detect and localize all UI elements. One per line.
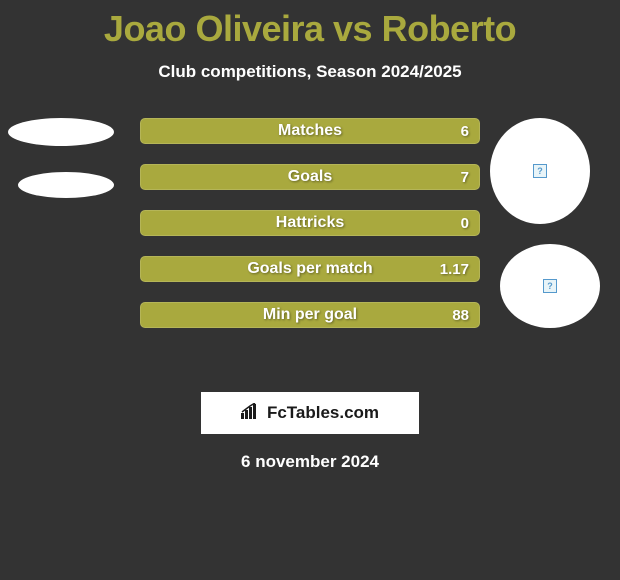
chart-icon [241,403,263,424]
left-player-avatars [8,118,114,198]
stat-label: Matches [278,122,342,140]
stat-bar-hattricks: Hattricks 0 [140,210,480,236]
page-title: Joao Oliveira vs Roberto [0,0,620,50]
avatar-left-1 [8,118,114,146]
avatar-right-2 [500,244,600,328]
stat-label: Goals per match [247,260,372,278]
stats-bars-container: Matches 6 Goals 7 Hattricks 0 Goals per … [140,118,480,348]
avatar-left-2 [18,172,114,198]
footer-logo-text: FcTables.com [267,403,379,423]
footer-logo: FcTables.com [201,392,419,434]
stat-label: Min per goal [263,306,357,324]
stat-value-right: 0 [461,215,469,232]
page-subtitle: Club competitions, Season 2024/2025 [0,62,620,82]
stat-value-right: 1.17 [440,261,469,278]
right-player-avatars [490,118,600,348]
placeholder-image-icon [543,279,557,293]
stat-label: Goals [288,168,332,186]
stat-bar-goals: Goals 7 [140,164,480,190]
footer-date: 6 november 2024 [0,452,620,472]
avatar-right-1 [490,118,590,224]
stat-value-right: 7 [461,169,469,186]
stats-content-area: Matches 6 Goals 7 Hattricks 0 Goals per … [0,118,620,368]
stat-label: Hattricks [276,214,344,232]
placeholder-image-icon [533,164,547,178]
stat-bar-matches: Matches 6 [140,118,480,144]
stat-value-right: 88 [452,307,469,324]
stat-bar-goals-per-match: Goals per match 1.17 [140,256,480,282]
stat-value-right: 6 [461,123,469,140]
stat-bar-min-per-goal: Min per goal 88 [140,302,480,328]
